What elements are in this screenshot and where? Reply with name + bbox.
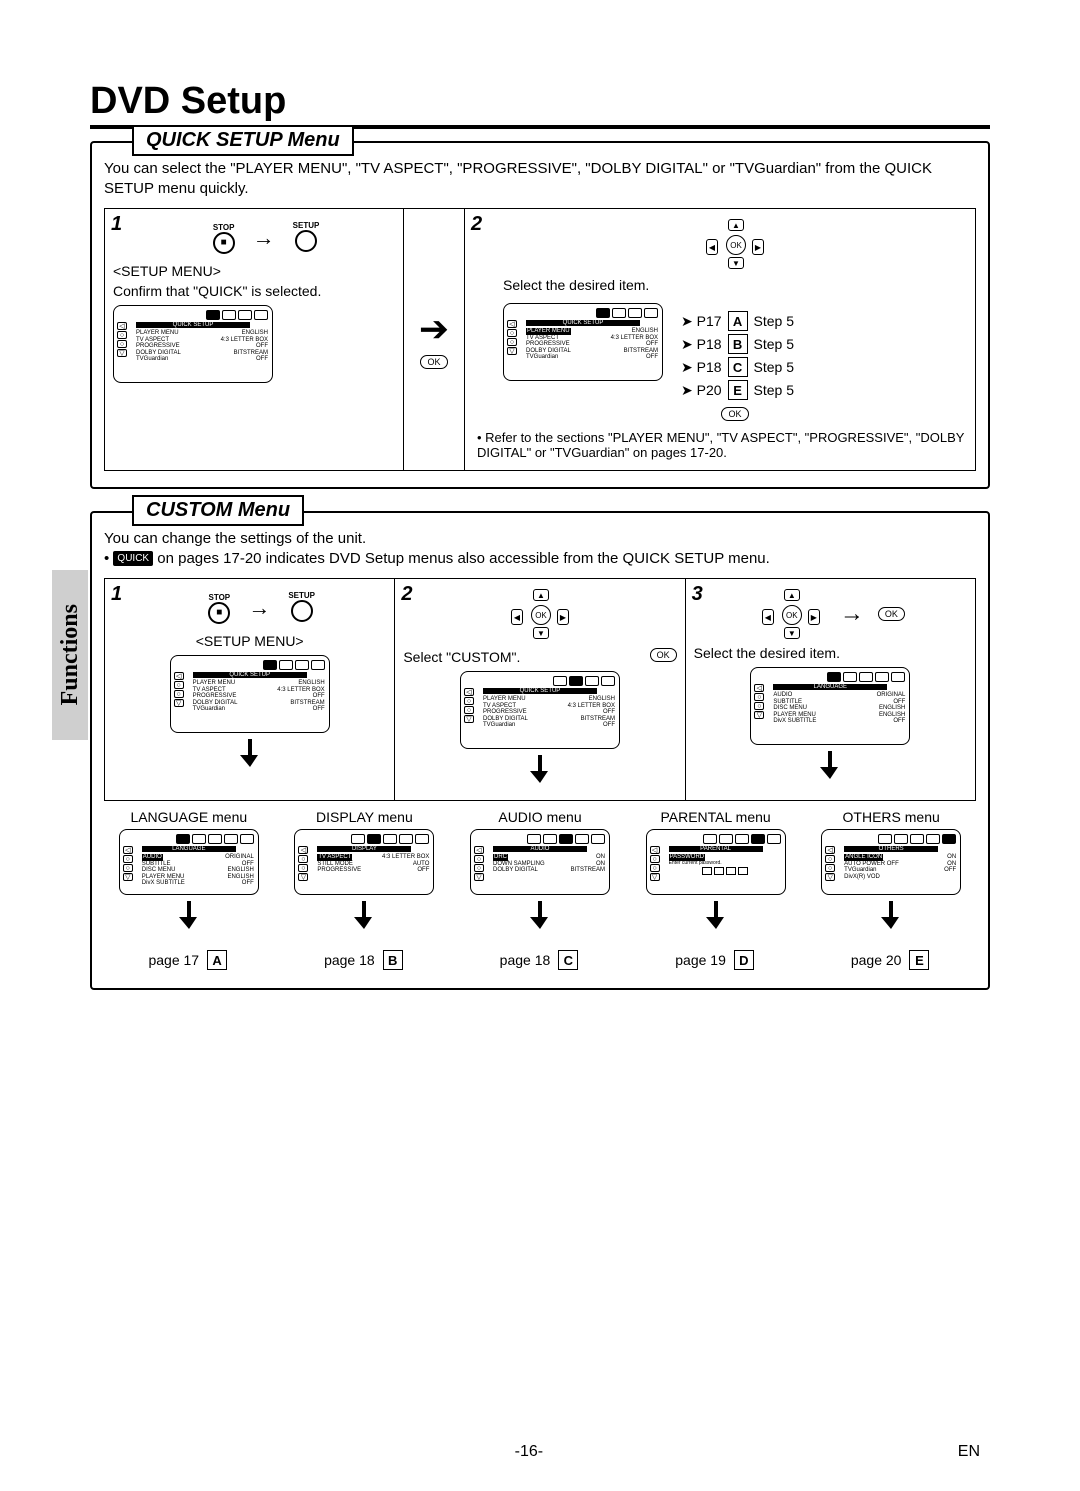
step-number: 2 — [471, 213, 482, 236]
custom-select-3: Select the desired item. — [694, 645, 967, 661]
submenu-page-ref: page 17A — [104, 950, 274, 970]
custom-step-1: 1 STOP ■ → SETUP <SETUP MENU> ◁○○▽QUICK … — [104, 578, 395, 801]
osd-submenu: ◁○○▽OTHERSANGLE ICONONAUTO POWER OFFONTV… — [821, 829, 961, 895]
submenu-column: DISPLAY menu ◁○○▽DISPLAYTV ASPECT4:3 LETT… — [280, 809, 450, 970]
submenu-page-ref: page 18B — [280, 950, 450, 970]
quick-confirm: Confirm that "QUICK" is selected. — [113, 283, 395, 299]
stop-button-icon: ■ — [213, 232, 235, 254]
custom-intro-1: You can change the settings of the unit. — [104, 530, 366, 547]
osd-custom-2: ◁○○▽QUICK SETUPPLAYER MENUENGLISHTV ASPE… — [460, 671, 620, 749]
submenu-strip: LANGUAGE menu ◁○○▽LANGUAGEAUDIOORIGINALSU… — [104, 809, 976, 970]
osd-quick-1: ◁○○▽QUICK SETUPPLAYER MENUENGLISHTV ASPE… — [113, 305, 273, 383]
setup-label: SETUP — [288, 591, 315, 600]
arrow-down-icon — [806, 901, 976, 934]
stop-label: STOP — [208, 593, 230, 602]
submenu-column: PARENTAL menu ◁○○▽PARENTALPASSWORDEnter c… — [631, 809, 801, 970]
dpad-icon: ▲▼◀▶ OK — [700, 217, 770, 271]
page-ref: ➤ P18CStep 5 — [681, 357, 794, 377]
step-number: 1 — [111, 213, 122, 236]
ok-button-icon: OK — [420, 355, 447, 369]
custom-legend: CUSTOM Menu — [132, 495, 304, 526]
submenu-column: AUDIO menu ◁○○▽AUDIODRCONDOWN SAMPLINGOND… — [455, 809, 625, 970]
arrow-right-icon: → — [248, 597, 270, 619]
submenu-page-ref: page 19D — [631, 950, 801, 970]
submenu-title: AUDIO menu — [455, 809, 625, 825]
quick-setup-section: QUICK SETUP Menu You can select the "PLA… — [90, 141, 990, 489]
page-title: DVD Setup — [90, 80, 990, 129]
osd-submenu: ◁○○▽DISPLAYTV ASPECT4:3 LETTER BOXSTILL … — [294, 829, 434, 895]
stop-label: STOP — [213, 223, 235, 232]
quick-setup-legend: QUICK SETUP Menu — [132, 125, 354, 156]
submenu-title: PARENTAL menu — [631, 809, 801, 825]
ok-button-icon: OK — [878, 607, 905, 621]
remote-icons: STOP ■ → SETUP — [137, 221, 395, 255]
setup-button-icon — [291, 600, 313, 622]
arrow-right-icon: → — [253, 227, 275, 249]
page-footer: -16- EN — [0, 1443, 1080, 1461]
arrow-down-icon — [113, 739, 386, 772]
custom-intro: You can change the settings of the unit.… — [104, 529, 976, 568]
remote-icons: STOP ■ → SETUP — [137, 591, 386, 625]
arrow-down-icon — [455, 901, 625, 934]
quick-step-2: 2 ▲▼◀▶ OK Select the desired item. ◁○○▽Q… — [464, 208, 976, 471]
quick-step-1: 1 STOP ■ → SETUP <SETUP MENU> Confirm th… — [104, 208, 404, 471]
osd-submenu: ◁○○▽PARENTALPASSWORDEnter current passwo… — [646, 829, 786, 895]
side-tab-functions: Functions — [52, 570, 88, 740]
submenu-column: OTHERS menu ◁○○▽OTHERSANGLE ICONONAUTO PO… — [806, 809, 976, 970]
page-number: -16- — [515, 1443, 543, 1461]
setup-label: SETUP — [293, 221, 320, 230]
page-ref: ➤ P17AStep 5 — [681, 311, 794, 331]
submenu-title: LANGUAGE menu — [104, 809, 274, 825]
page-content: DVD Setup QUICK SETUP Menu You can selec… — [90, 80, 990, 1012]
custom-step-2: 2 ▲▼◀▶ OK Select "CUSTOM". OK ◁○○▽QUICK … — [395, 578, 685, 801]
osd-custom-1: ◁○○▽QUICK SETUPPLAYER MENUENGLISHTV ASPE… — [170, 655, 330, 733]
arrow-down-icon — [104, 901, 274, 934]
quick-pill: QUICK — [113, 551, 153, 566]
quick-select: Select the desired item. — [503, 277, 967, 293]
arrow-right-icon: → — [840, 600, 864, 628]
stop-button-icon: ■ — [208, 602, 230, 624]
page-lang: EN — [958, 1443, 980, 1461]
custom-step-3: 3 ▲▼◀▶ OK → OK Select the desired item. … — [686, 578, 976, 801]
dpad-icon: ▲▼◀▶ OK — [505, 587, 575, 641]
dpad-icon: ▲▼◀▶ OK — [756, 587, 826, 641]
ok-button-icon: OK — [721, 407, 748, 421]
setup-button-icon — [295, 230, 317, 252]
osd-quick-2: ◁○○▽QUICK SETUPPLAYER MENUENGLISHTV ASPE… — [503, 303, 663, 381]
ok-button-icon: OK — [650, 648, 677, 662]
quick-intro: You can select the "PLAYER MENU", "TV AS… — [104, 159, 976, 198]
page-ref: ➤ P18BStep 5 — [681, 334, 794, 354]
step-number: 1 — [111, 583, 122, 606]
setup-menu-label: <SETUP MENU> — [113, 633, 386, 649]
step-number: 2 — [401, 583, 412, 606]
quick-note: Refer to the sections "PLAYER MENU", "TV… — [477, 430, 967, 460]
custom-menu-section: CUSTOM Menu You can change the settings … — [90, 511, 990, 990]
quick-transition: ➔ OK — [404, 208, 464, 471]
arrow-down-icon — [403, 755, 676, 788]
submenu-title: DISPLAY menu — [280, 809, 450, 825]
osd-submenu: ◁○○▽AUDIODRCONDOWN SAMPLINGONDOLBY DIGIT… — [470, 829, 610, 895]
osd-custom-3: ◁○○▽LANGUAGEAUDIOORIGINALSUBTITLEOFFDISC… — [750, 667, 910, 745]
submenu-page-ref: page 18C — [455, 950, 625, 970]
submenu-page-ref: page 20E — [806, 950, 976, 970]
osd-submenu: ◁○○▽LANGUAGEAUDIOORIGINALSUBTITLEOFFDISC… — [119, 829, 259, 895]
arrow-down-icon — [631, 901, 801, 934]
custom-select-2: Select "CUSTOM". — [403, 649, 520, 665]
arrow-down-icon — [694, 751, 967, 784]
submenu-title: OTHERS menu — [806, 809, 976, 825]
step-number: 3 — [692, 583, 703, 606]
side-tab-label: Functions — [57, 604, 84, 705]
setup-menu-label: <SETUP MENU> — [113, 263, 395, 279]
arrow-down-icon — [280, 901, 450, 934]
submenu-column: LANGUAGE menu ◁○○▽LANGUAGEAUDIOORIGINALSU… — [104, 809, 274, 970]
custom-intro-2: on pages 17-20 indicates DVD Setup menus… — [157, 550, 770, 567]
arrow-right-big-icon: ➔ — [419, 311, 449, 347]
quick-ref-list: ➤ P17AStep 5 ➤ P18BStep 5 ➤ P18CStep 5 ➤ P2… — [681, 311, 794, 400]
page-ref: ➤ P20EStep 5 — [681, 380, 794, 400]
